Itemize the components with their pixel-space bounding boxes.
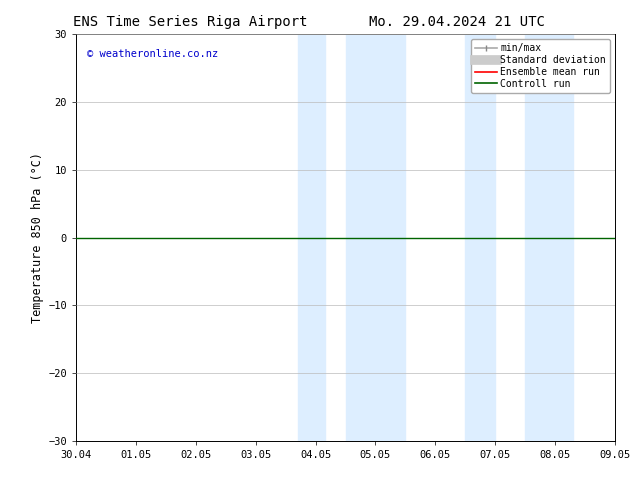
- Text: Mo. 29.04.2024 21 UTC: Mo. 29.04.2024 21 UTC: [368, 15, 545, 29]
- Bar: [525, 34, 573, 441]
- Bar: [297, 34, 325, 441]
- Text: ENS Time Series Riga Airport: ENS Time Series Riga Airport: [73, 15, 307, 29]
- Bar: [465, 34, 495, 441]
- Legend: min/max, Standard deviation, Ensemble mean run, Controll run: min/max, Standard deviation, Ensemble me…: [471, 39, 610, 93]
- Bar: [346, 34, 405, 441]
- Y-axis label: Temperature 850 hPa (°C): Temperature 850 hPa (°C): [31, 152, 44, 323]
- Text: © weatheronline.co.nz: © weatheronline.co.nz: [87, 49, 218, 58]
